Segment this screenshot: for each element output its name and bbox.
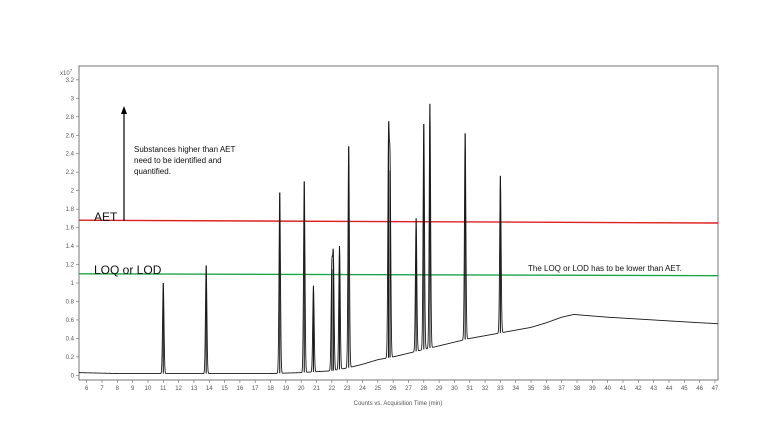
x-tick-label: 30 bbox=[451, 386, 458, 392]
x-tick-label: 10 bbox=[145, 386, 152, 392]
x-tick-label: 25 bbox=[374, 386, 381, 392]
arrow-annotation-line-2: need to be identified and bbox=[134, 156, 222, 165]
x-tick-label: 24 bbox=[359, 386, 366, 392]
y-tick-label: 0.4 bbox=[66, 336, 75, 342]
x-tick-label: 17 bbox=[252, 386, 259, 392]
x-tick-label: 23 bbox=[344, 386, 351, 392]
x-tick-label: 44 bbox=[666, 386, 673, 392]
arrow-annotation-line-3: quantified. bbox=[134, 167, 171, 176]
y-tick-label: 1.4 bbox=[66, 244, 75, 250]
y-tick-label: 3 bbox=[71, 96, 75, 102]
y-tick-label: 0.8 bbox=[66, 300, 75, 306]
chromatogram-trace bbox=[78, 103, 718, 374]
arrow-annotation: Substances higher than AET need to be id… bbox=[134, 145, 238, 176]
x-tick-label: 32 bbox=[482, 386, 489, 392]
peak-marks bbox=[162, 103, 501, 374]
aet-label: AET bbox=[94, 210, 118, 224]
x-tick-label: 13 bbox=[191, 386, 198, 392]
y-tick-label: 0.2 bbox=[66, 355, 75, 361]
y-tick-label: 1.6 bbox=[66, 226, 75, 232]
y-axis-ticks: 0 0.2 0.4 0.6 0.8 1 1.2 1.4 1.6 1.8 2 2.2 2.4 2.6 2.8 3… bbox=[66, 78, 79, 379]
x-tick-label: 40 bbox=[604, 386, 611, 392]
x-tick-label: 34 bbox=[512, 386, 519, 392]
x-tick-label: 29 bbox=[436, 386, 443, 392]
x-tick-label: 35 bbox=[528, 386, 535, 392]
x-tick-label: 8 bbox=[116, 386, 120, 392]
x-tick-label: 36 bbox=[543, 386, 550, 392]
x-tick-label: 20 bbox=[298, 386, 305, 392]
x-tick-label: 9 bbox=[131, 386, 135, 392]
loq-note: The LOQ or LOD has to be lower than AET. bbox=[528, 264, 682, 273]
x-tick-label: 38 bbox=[574, 386, 581, 392]
x-tick-label: 7 bbox=[100, 386, 104, 392]
y-multiplier-label: x107 bbox=[60, 68, 73, 77]
y-tick-label: 2 bbox=[71, 189, 75, 195]
x-tick-label: 47 bbox=[712, 386, 719, 392]
arrow-up-icon bbox=[121, 106, 127, 114]
x-tick-label: 31 bbox=[466, 386, 473, 392]
x-axis-ticks: 6 7 8 9 10 11 12 13 14 15 16 17 18 19 20 21 22 23 24 25 26 27… bbox=[85, 380, 719, 392]
y-tick-label: 2.2 bbox=[66, 170, 75, 176]
x-tick-label: 39 bbox=[589, 386, 596, 392]
y-tick-label: 0 bbox=[71, 373, 75, 379]
loq-or-lod-line bbox=[78, 273, 719, 277]
x-tick-label: 12 bbox=[175, 386, 182, 392]
y-tick-label: 1.8 bbox=[66, 207, 75, 213]
reference-lines bbox=[78, 219, 719, 277]
x-tick-label: 18 bbox=[267, 386, 274, 392]
x-tick-label: 37 bbox=[558, 386, 565, 392]
x-tick-label: 43 bbox=[650, 386, 657, 392]
y-tick-label: 2.8 bbox=[66, 115, 75, 121]
x-tick-label: 26 bbox=[390, 386, 397, 392]
x-tick-label: 6 bbox=[85, 386, 89, 392]
x-tick-label: 19 bbox=[283, 386, 290, 392]
x-tick-label: 22 bbox=[328, 386, 335, 392]
x-tick-label: 42 bbox=[635, 386, 642, 392]
y-tick-label: 2.4 bbox=[66, 152, 75, 158]
loq-lod-label: LOQ or LOD bbox=[94, 263, 162, 277]
aet-line bbox=[78, 219, 719, 224]
y-tick-label: 2.6 bbox=[66, 133, 75, 139]
x-axis-title: Counts vs. Acquisition Time (min) bbox=[354, 401, 443, 407]
x-tick-label: 45 bbox=[681, 386, 688, 392]
x-tick-label: 15 bbox=[221, 386, 228, 392]
arrow-annotation-line-1: Substances higher than AET bbox=[134, 145, 236, 154]
x-tick-label: 16 bbox=[237, 386, 244, 392]
x-tick-label: 46 bbox=[696, 386, 703, 392]
y-tick-label: 1.2 bbox=[66, 263, 75, 269]
x-tick-label: 41 bbox=[620, 386, 627, 392]
y-tick-label: 1 bbox=[71, 281, 75, 287]
x-tick-label: 14 bbox=[206, 386, 213, 392]
x-tick-label: 33 bbox=[497, 386, 504, 392]
x-tick-label: 11 bbox=[160, 386, 167, 392]
x-tick-label: 27 bbox=[405, 386, 412, 392]
x-tick-label: 21 bbox=[313, 386, 320, 392]
y-tick-label: 3.2 bbox=[66, 78, 75, 84]
y-tick-label: 0.6 bbox=[66, 318, 75, 324]
x-tick-label: 28 bbox=[420, 386, 427, 392]
